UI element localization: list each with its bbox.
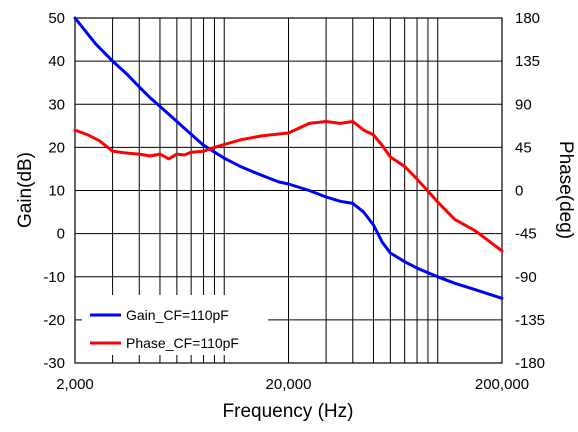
y-axis-title: Gain(dB)	[15, 152, 36, 228]
y-tick-label: -20	[43, 312, 65, 329]
y-tick-label: 0	[57, 226, 65, 243]
y2-tick-label: 135	[515, 53, 540, 70]
y2-tick-label: 45	[515, 139, 532, 156]
plot-frame	[74, 17, 503, 364]
legend-label-gain: Gain_CF=110pF	[126, 307, 229, 323]
x-tick-label: 200,000	[475, 376, 529, 393]
y-tick-label: -30	[43, 355, 65, 372]
x-tick-label: 2,000	[56, 376, 94, 393]
series-lines	[73, 16, 504, 300]
x-axis-title: Frequency (Hz)	[223, 401, 354, 422]
grid-lines	[75, 18, 502, 363]
y2-tick-label: 0	[515, 183, 523, 200]
y-tick-label: 40	[48, 53, 65, 70]
y2-tick-label: -180	[515, 355, 545, 372]
y-tick-label: 10	[48, 183, 65, 200]
legend: Gain_CF=110pF Phase_CF=110pF	[82, 295, 268, 355]
y2-axis-title: Phase(deg)	[555, 141, 576, 239]
y-tick-label: -10	[43, 269, 65, 286]
legend-label-phase: Phase_CF=110pF	[126, 335, 239, 351]
y2-tick-label: -90	[515, 269, 537, 286]
y2-tick-label: 180	[515, 10, 540, 27]
y2-tick-label: 90	[515, 96, 532, 113]
series-line-phase	[73, 120, 504, 253]
y2-tick-label: -135	[515, 312, 545, 329]
x-tick-label: 20,000	[266, 376, 312, 393]
y-tick-label: 30	[48, 96, 65, 113]
legend-box	[82, 295, 268, 355]
y-tick-label: 20	[48, 139, 65, 156]
series-line-gain	[73, 16, 504, 300]
y2-tick-label: -45	[515, 226, 537, 243]
tick-labels: 2,000 20,000 200,000 50 40 30 20 10 0 -10 -20 -30 18…	[43, 10, 545, 393]
y-tick-label: 50	[48, 10, 65, 27]
